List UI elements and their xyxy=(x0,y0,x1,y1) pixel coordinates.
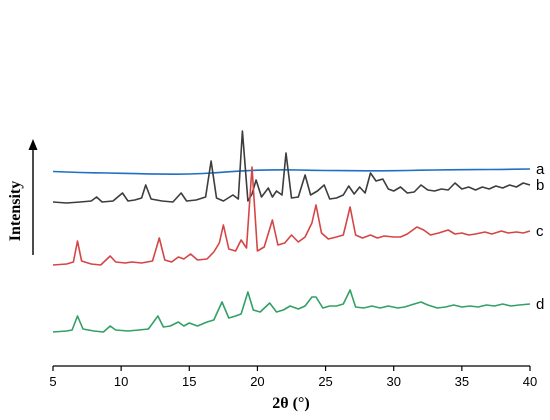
series-labels: ab c d xyxy=(536,161,545,313)
x-tick-label: 10 xyxy=(114,374,128,389)
series-layer xyxy=(52,130,531,333)
x-axis-ticks: 5 10 15 20 25 30 35 40 xyxy=(49,366,537,389)
y-axis-title: Intensity xyxy=(7,181,24,241)
series-line-a xyxy=(52,168,531,175)
x-tick-label: 25 xyxy=(318,374,332,389)
series-label-b: b xyxy=(536,177,544,194)
series-line-c xyxy=(52,166,531,266)
x-tick-label: 5 xyxy=(49,374,56,389)
x-tick-label: 30 xyxy=(386,374,400,389)
series-label-d: d xyxy=(536,296,544,313)
x-tick-label: 35 xyxy=(455,374,469,389)
series-label-a: a xyxy=(536,161,545,178)
series-label-c: c xyxy=(536,223,544,240)
x-tick-label: 20 xyxy=(250,374,264,389)
x-tick-label: 40 xyxy=(523,374,537,389)
series-line-d xyxy=(52,289,531,333)
series-line-b xyxy=(52,130,531,204)
x-axis-title: 2θ (°) xyxy=(272,395,309,412)
x-tick-label: 15 xyxy=(182,374,196,389)
y-axis-arrow xyxy=(28,139,38,255)
